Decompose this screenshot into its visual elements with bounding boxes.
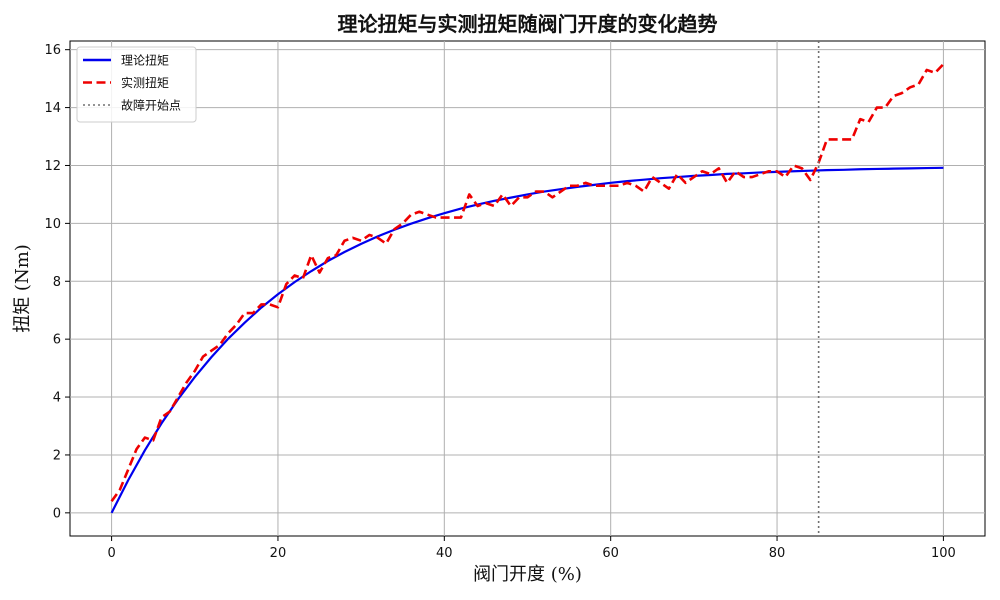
legend: 理论扭矩 实测扭矩 故障开始点	[76, 46, 197, 123]
series-layer	[110, 41, 945, 536]
x-tick-label: 100	[931, 546, 956, 561]
x-tick-label: 0	[107, 546, 115, 561]
x-tick-label: 20	[270, 546, 287, 561]
y-tick-label: 2	[53, 448, 61, 463]
legend-label-measured: 实测扭矩	[121, 75, 169, 90]
y-tick-label: 0	[53, 506, 61, 521]
chart-title: 理论扭矩与实测扭矩随阀门开度的变化趋势	[338, 12, 718, 36]
y-axis-label: 扭矩 (Nm)	[12, 244, 33, 333]
y-tick-label: 12	[44, 159, 61, 174]
x-tick-label: 40	[436, 546, 453, 561]
grid	[70, 41, 985, 536]
legend-label-theory: 理论扭矩	[121, 54, 169, 68]
y-tick-label: 8	[53, 275, 61, 290]
y-tick-label: 4	[53, 391, 61, 406]
x-tick-label: 60	[602, 546, 619, 561]
y-tick-label: 14	[44, 101, 61, 116]
x-tick-label: 80	[769, 546, 786, 561]
y-tick-label: 10	[44, 217, 61, 232]
legend-box	[76, 46, 197, 123]
theory-torque-line	[110, 166, 944, 514]
plot-area	[69, 40, 986, 537]
tick-layer: 0 20 40 60 80 100 0 2 4 6 8 10 12 14 16	[44, 43, 955, 561]
measured-torque-line	[110, 63, 945, 503]
y-tick-label: 16	[44, 43, 61, 58]
x-axis-label: 阀门开度 (%)	[473, 564, 582, 585]
legend-label-fault-start: 故障开始点	[121, 98, 181, 113]
y-tick-label: 6	[53, 333, 61, 348]
